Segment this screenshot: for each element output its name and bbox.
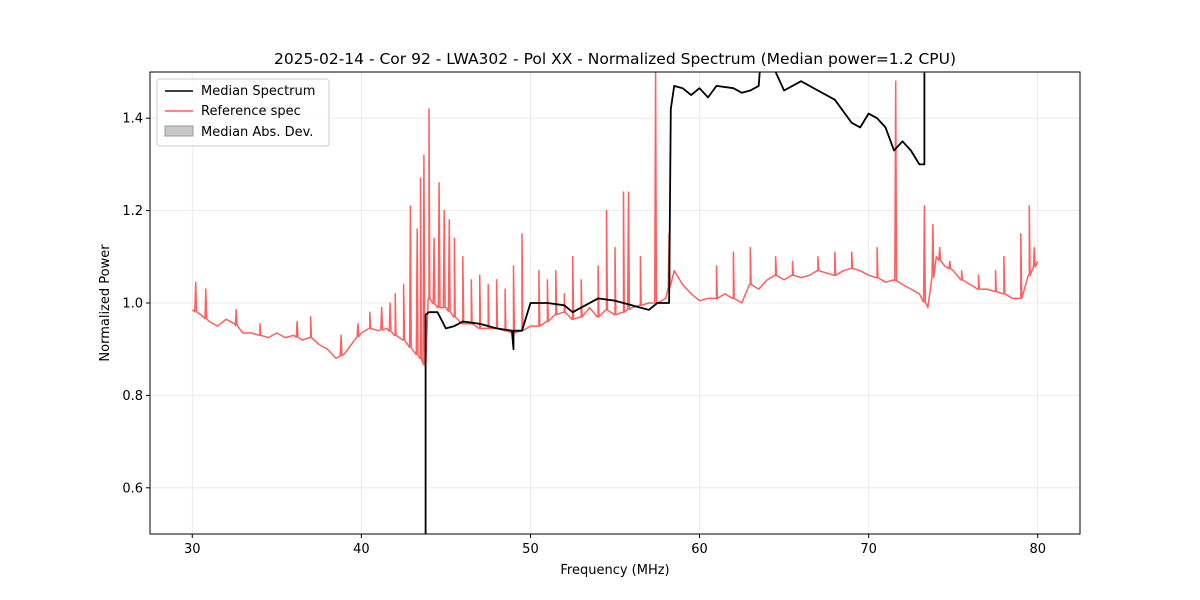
legend-label-reference: Reference spec (201, 104, 301, 119)
legend-label-mad: Median Abs. Dev. (201, 125, 313, 140)
legend: Median Spectrum Reference spec Median Ab… (156, 78, 330, 147)
median-spectrum-line (424, 72, 926, 534)
y-tick-label: 0.6 (122, 481, 143, 496)
x-axis-label: Frequency (MHz) (560, 563, 669, 578)
chart-title: 2025-02-14 - Cor 92 - LWA302 - Pol XX - … (274, 50, 956, 68)
plot-area (191, 72, 1039, 534)
legend-label-median: Median Spectrum (201, 84, 315, 99)
axis-ticks: 30 40 50 60 70 80 0.6 0.8 1.0 1.2 1.4 (122, 112, 1046, 557)
x-tick-label: 60 (691, 542, 708, 557)
x-tick-label: 40 (353, 542, 370, 557)
y-tick-label: 1.4 (122, 112, 143, 127)
legend-swatch-mad (164, 125, 194, 137)
legend-box (156, 78, 330, 147)
y-axis-label: Normalized Power (98, 244, 113, 362)
x-tick-label: 50 (522, 542, 539, 557)
reference-spectrum-line (191, 72, 1039, 369)
y-tick-label: 0.8 (122, 389, 143, 404)
y-tick-label: 1.2 (122, 204, 143, 219)
x-tick-label: 80 (1029, 542, 1046, 557)
x-tick-label: 70 (860, 542, 877, 557)
x-tick-label: 30 (184, 542, 201, 557)
y-tick-label: 1.0 (122, 297, 143, 312)
